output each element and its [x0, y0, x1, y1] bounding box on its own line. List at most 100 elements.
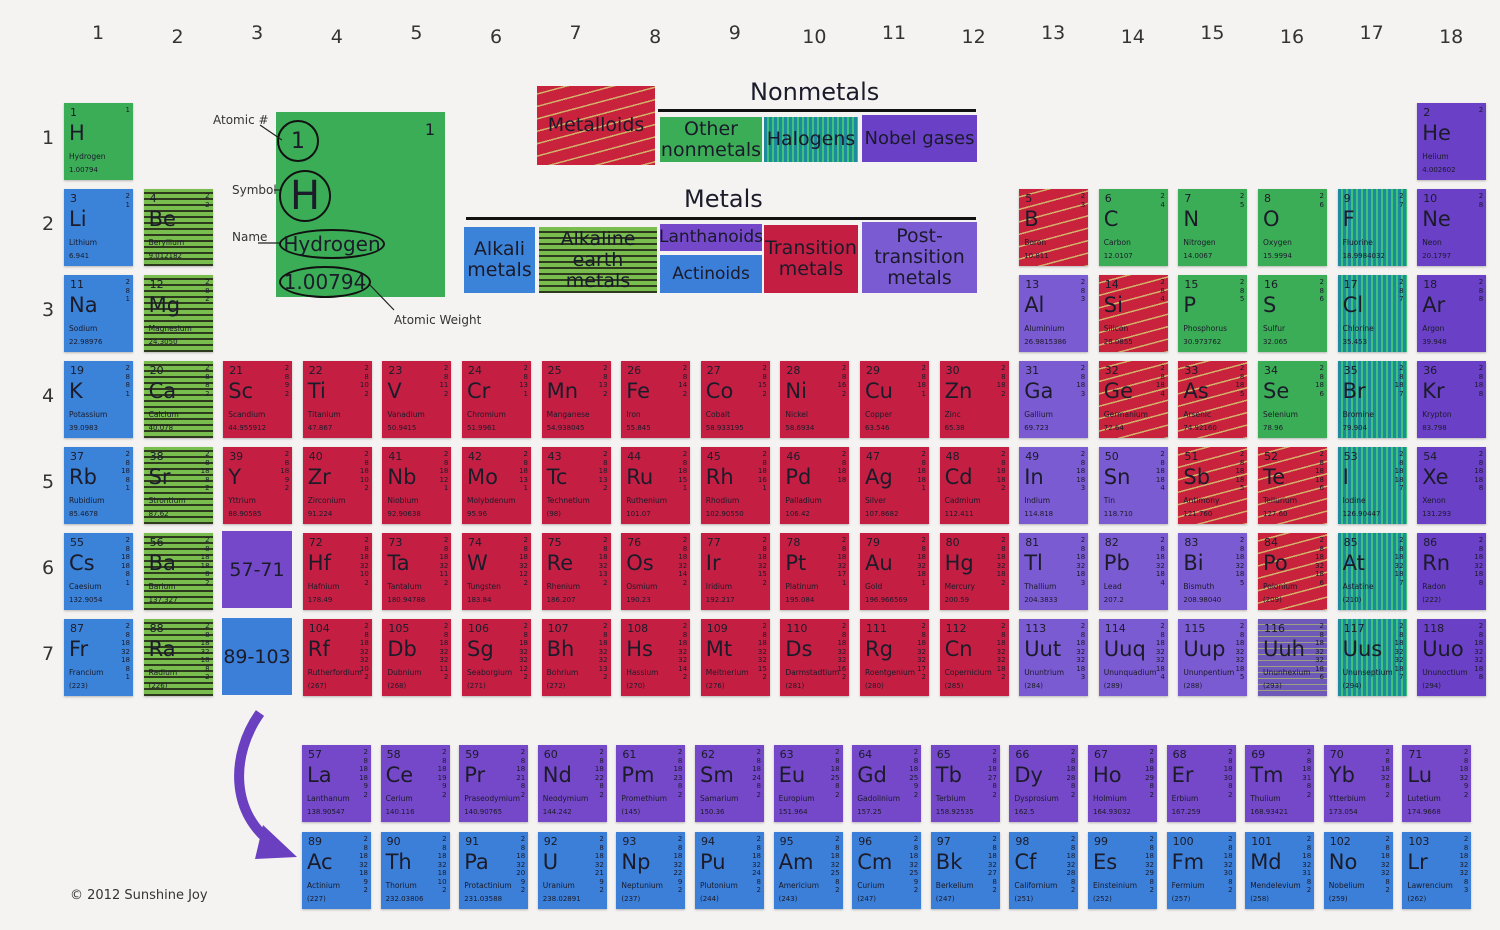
electron-shells: 2 8 10 2 [360, 364, 369, 398]
atomic-weight: 69.723 [1024, 424, 1049, 432]
shell-count: 18 [1223, 765, 1233, 773]
shell-count: 2 [1319, 536, 1324, 544]
atomic-weight: 20.1797 [1422, 252, 1452, 260]
shell-count: 32 [987, 860, 997, 869]
atomic-number: 93 [622, 835, 637, 848]
atomic-weight: (285) [944, 682, 964, 690]
shell-count: 13 [598, 381, 608, 389]
electron-shells: 2 8 18 18 8 2 [201, 536, 210, 587]
shell-count: 32 [1474, 561, 1484, 570]
element-symbol: Be [148, 207, 176, 231]
shell-count: 2 [523, 536, 528, 544]
electron-shells: 2 8 18 32 12 2 [519, 536, 528, 587]
shell-count: 2 [682, 622, 688, 630]
shell-count: 18 [121, 553, 130, 561]
shell-count: 2 [363, 835, 368, 843]
shell-count: 18 [1076, 475, 1086, 484]
atomic-weight: 54.938045 [546, 424, 585, 432]
shell-count: 8 [1319, 458, 1324, 467]
element-name: Francium [69, 668, 104, 677]
shell-count: 18 [987, 852, 997, 860]
element-name: Cerium [385, 794, 413, 803]
shell-count: 2 [1160, 192, 1165, 200]
element-name: Ununquadium [1103, 668, 1157, 677]
shell-count: 32 [917, 656, 926, 664]
element-name: Ytterbium [1328, 794, 1366, 803]
shell-count: 18 [1474, 553, 1484, 561]
atomic-number: 46 [786, 450, 801, 463]
placeholder-label: 57-71 [229, 558, 285, 581]
element-name: Hassium [626, 668, 659, 677]
atomic-weight: 1.00794 [69, 166, 98, 174]
shell-count: 2 [1478, 622, 1484, 630]
legend-alkaline-earth-metals: Alkaline earth metals [539, 227, 657, 293]
shell-count: 18 [1076, 467, 1086, 475]
element-symbol: Hg [944, 551, 974, 575]
electron-shells: 2 8 16 2 [837, 364, 846, 398]
element-name: Meitnerium [705, 668, 749, 677]
key-symbol: H [279, 170, 331, 222]
shell-count: 25 [830, 773, 840, 782]
shell-count: 2 [1319, 278, 1324, 286]
atomic-weight: (288) [1183, 682, 1203, 690]
shell-count: 16 [837, 664, 847, 673]
actinoid-placeholder: 89-103 [222, 618, 292, 695]
shell-count: 8 [284, 372, 290, 381]
shell-count: 18 [437, 852, 447, 860]
element-symbol: Sn [1103, 465, 1131, 489]
electron-shells: 2 8 18 32 10 2 [360, 536, 369, 587]
electron-shells: 2 8 18 32 8 2 [1381, 748, 1390, 799]
atomic-number: 47 [866, 450, 880, 463]
shell-count: 18 [1155, 664, 1165, 673]
atomic-weight: 30.973762 [1183, 338, 1222, 346]
shell-count: 8 [682, 630, 688, 639]
atomic-number: 74 [468, 536, 482, 549]
atomic-number: 34 [1264, 364, 1278, 377]
shell-count: 2 [1149, 835, 1154, 843]
shell-count: 8 [125, 381, 130, 389]
group-number: 7 [569, 22, 582, 44]
atomic-number: 9 [1343, 192, 1351, 205]
element-tile-po: 84 Po Polonium (209) 2 8 18 32 18 6 [1258, 533, 1327, 610]
element-tile-bh: 107 Bh Bohrium (272) 2 8 18 32 32 13 2 [541, 619, 611, 696]
electron-shells: 2 8 18 18 1 [917, 450, 926, 493]
shell-count: 7 [1399, 200, 1404, 209]
element-name: Iridium [705, 582, 733, 591]
group-number: 1 [91, 22, 105, 44]
shell-count: 10 [437, 877, 447, 886]
atomic-weight: 14.0067 [1183, 252, 1213, 260]
element-tile-w: 74 W Tungsten 183.84 2 8 18 32 12 2 [462, 533, 531, 610]
shell-count: 8 [1160, 630, 1165, 639]
shell-count: 8 [1070, 756, 1076, 765]
shell-count: 2 [1399, 450, 1404, 458]
electron-shells: 2 8 18 18 8 [1474, 450, 1483, 493]
element-name: Iodine [1342, 496, 1366, 505]
shell-count: 8 [1319, 630, 1324, 639]
arrow-icon [234, 710, 297, 859]
electron-shells: 2 8 18 32 18 1 [917, 536, 926, 587]
shell-count: 32 [996, 561, 1006, 570]
shell-count: 12 [439, 475, 449, 484]
shell-count: 8 [520, 756, 526, 765]
shell-count: 18 [837, 475, 847, 484]
atomic-number: 33 [1184, 364, 1199, 377]
shell-count: 2 [205, 364, 210, 372]
shell-count: 32 [678, 656, 688, 664]
electron-shells: 2 8 18 23 8 2 [673, 748, 682, 799]
shell-count: 2 [205, 192, 210, 200]
shell-count: 8 [1160, 286, 1165, 295]
element-name: Sulfur [1263, 324, 1286, 333]
atomic-number: 28 [786, 364, 801, 377]
shell-count: 8 [835, 756, 840, 765]
shell-count: 8 [921, 544, 926, 553]
atomic-number: 19 [70, 364, 84, 377]
shell-count: 2 [1385, 748, 1390, 756]
element-tile-uuq: 114 Uuq Ununquadium (289) 2 8 18 32 32 18 4 [1098, 619, 1168, 696]
shell-count: 2 [364, 622, 369, 630]
element-symbol: Rf [307, 637, 330, 661]
atomic-weight: 151.964 [778, 808, 808, 816]
electron-shells: 2 8 18 18 8 1 [121, 536, 130, 587]
